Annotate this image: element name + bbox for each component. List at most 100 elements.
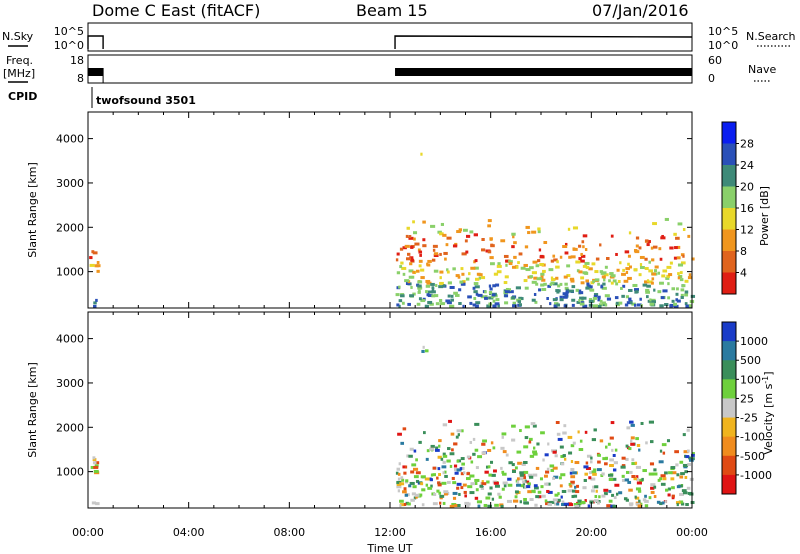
data-cell bbox=[400, 476, 404, 480]
data-cell bbox=[597, 453, 601, 457]
data-cell bbox=[413, 449, 417, 453]
data-cell bbox=[461, 252, 467, 256]
data-cell bbox=[399, 482, 405, 486]
data-cell bbox=[644, 257, 648, 261]
data-cell bbox=[549, 500, 555, 504]
data-cell bbox=[93, 465, 99, 469]
data-cell bbox=[602, 303, 607, 307]
data-cell bbox=[451, 476, 455, 480]
colorbar-segment bbox=[722, 341, 736, 361]
data-cell bbox=[454, 293, 460, 297]
data-cell bbox=[675, 292, 679, 296]
data-cell bbox=[474, 285, 480, 289]
data-cell bbox=[679, 475, 684, 479]
data-cell bbox=[474, 259, 478, 263]
data-cell bbox=[564, 242, 568, 246]
data-cell bbox=[411, 275, 415, 279]
data-cell bbox=[605, 445, 608, 449]
x-tick-label: 20:00 bbox=[575, 526, 607, 539]
data-cell bbox=[621, 272, 626, 276]
data-cell bbox=[404, 279, 410, 283]
data-cell bbox=[451, 503, 457, 507]
data-cell bbox=[591, 470, 597, 474]
data-cell bbox=[609, 436, 614, 440]
data-cell bbox=[395, 293, 400, 297]
data-cell bbox=[494, 503, 499, 507]
data-cell bbox=[612, 477, 617, 481]
nsky-trace bbox=[87, 35, 693, 49]
data-cell bbox=[401, 266, 407, 270]
data-cell bbox=[614, 483, 620, 487]
data-cell bbox=[677, 276, 681, 280]
data-cell bbox=[553, 475, 559, 479]
data-cell bbox=[519, 471, 524, 475]
data-cell bbox=[675, 236, 680, 240]
data-cell bbox=[486, 304, 491, 308]
data-cell bbox=[676, 485, 681, 489]
data-cell bbox=[542, 458, 545, 462]
data-cell bbox=[628, 297, 632, 301]
data-cell bbox=[538, 288, 542, 292]
data-cell bbox=[653, 468, 657, 472]
data-cell bbox=[415, 471, 421, 475]
data-cell bbox=[604, 462, 608, 466]
data-cell bbox=[580, 252, 583, 256]
data-cell bbox=[395, 471, 399, 475]
data-cell bbox=[630, 439, 633, 443]
data-cell bbox=[588, 471, 592, 475]
data-cell bbox=[638, 246, 642, 250]
data-cell bbox=[449, 304, 455, 308]
data-cell bbox=[569, 484, 573, 488]
data-cell bbox=[635, 236, 640, 240]
data-cell bbox=[554, 454, 558, 458]
data-cell bbox=[639, 263, 643, 267]
data-cell bbox=[518, 477, 524, 481]
data-cell bbox=[412, 292, 416, 296]
freq-trace-late bbox=[395, 68, 692, 76]
data-cell bbox=[426, 263, 431, 267]
data-cell bbox=[651, 272, 657, 276]
data-cell bbox=[671, 299, 675, 303]
data-cell bbox=[634, 496, 640, 500]
data-cell bbox=[461, 429, 464, 433]
data-cell bbox=[453, 291, 458, 295]
data-cell bbox=[570, 480, 575, 484]
cpid-value: twofsound 3501 bbox=[96, 94, 196, 107]
data-cell bbox=[567, 227, 571, 231]
nsky-trace-late bbox=[394, 35, 693, 49]
data-cell bbox=[562, 431, 567, 435]
data-cell bbox=[528, 437, 533, 441]
data-cell bbox=[511, 296, 516, 300]
data-cell bbox=[434, 254, 439, 258]
data-cell bbox=[603, 278, 606, 282]
data-cell bbox=[657, 290, 662, 294]
data-cell bbox=[556, 260, 559, 264]
data-cell bbox=[559, 282, 563, 286]
data-cell bbox=[602, 282, 606, 286]
data-cell bbox=[532, 450, 537, 454]
nsky-tick-bottom: 10^0 bbox=[54, 39, 84, 52]
data-cell bbox=[676, 473, 680, 477]
data-cell bbox=[407, 302, 411, 306]
data-cell bbox=[568, 451, 573, 455]
data-cell bbox=[415, 458, 418, 462]
data-cell bbox=[92, 456, 96, 460]
data-cell bbox=[622, 284, 626, 288]
data-cell bbox=[582, 234, 588, 238]
data-cell bbox=[570, 279, 575, 283]
data-cell bbox=[494, 484, 500, 488]
power-data-cells bbox=[89, 152, 696, 308]
data-cell bbox=[637, 504, 642, 508]
data-cell bbox=[625, 270, 629, 274]
data-cell bbox=[484, 470, 489, 474]
data-cell bbox=[444, 470, 447, 474]
data-cell bbox=[547, 503, 552, 507]
data-cell bbox=[403, 471, 407, 475]
data-cell bbox=[544, 499, 548, 503]
data-cell bbox=[550, 276, 554, 280]
data-cell bbox=[518, 296, 523, 300]
data-cell bbox=[614, 296, 619, 300]
data-cell bbox=[467, 295, 472, 299]
data-cell bbox=[593, 468, 597, 472]
data-cell bbox=[633, 477, 637, 481]
